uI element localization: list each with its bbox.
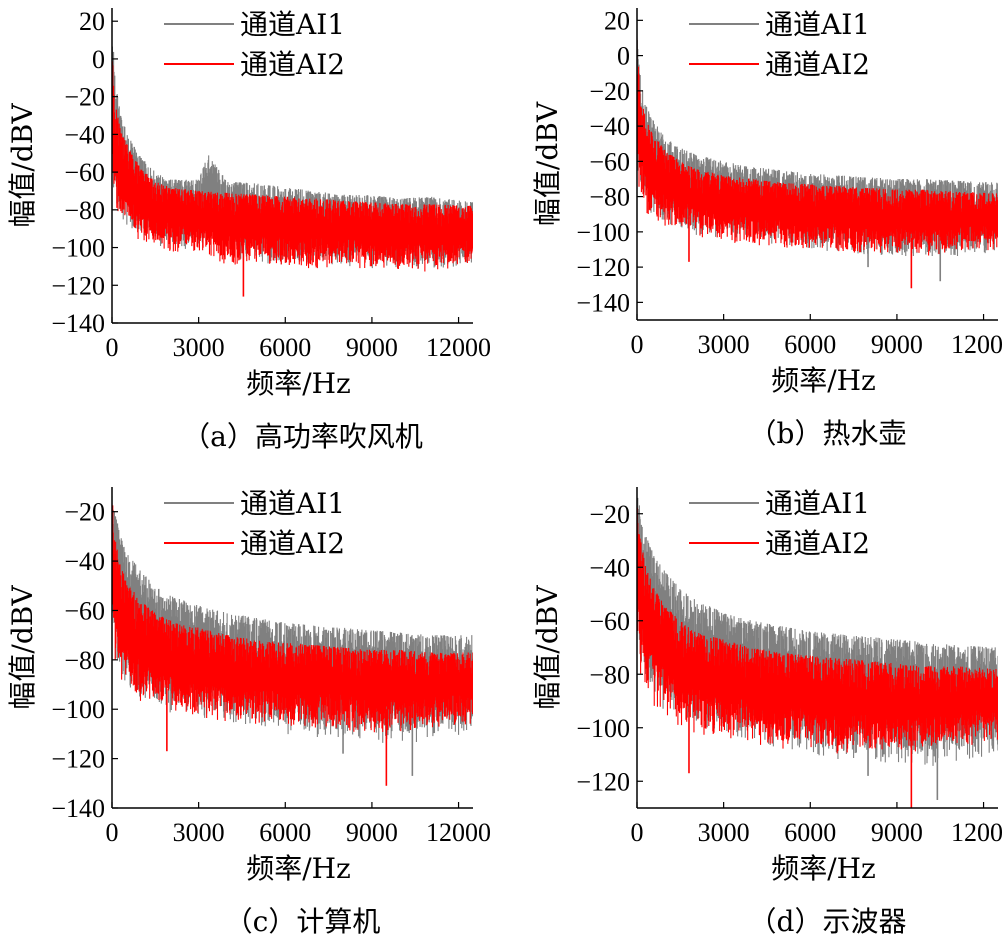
panel-caption: （c）计算机 (225, 905, 381, 936)
y-tick-label: −60 (64, 158, 105, 187)
y-tick-label: −80 (64, 646, 105, 675)
y-tick-label: −40 (64, 120, 105, 149)
y-tick-label: −20 (64, 83, 105, 112)
legend-label-2: 通道AI2 (765, 48, 870, 81)
y-tick-label: 0 (617, 42, 630, 71)
x-tick-label: 3000 (698, 330, 750, 359)
y-axis-label: 幅值/dBV (6, 103, 39, 228)
series-2-trace (637, 38, 998, 256)
y-tick-label: −80 (64, 196, 105, 225)
x-tick-label: 12000 (426, 818, 491, 847)
x-axis-label: 频率/Hz (771, 852, 876, 885)
y-axis-label: 幅值/dBV (531, 101, 564, 226)
x-tick-label: 3000 (173, 818, 225, 847)
x-tick-label: 9000 (346, 333, 398, 362)
x-tick-label: 3000 (173, 333, 225, 362)
y-tick-label: −60 (64, 596, 105, 625)
x-axis-label: 频率/Hz (771, 364, 876, 397)
x-axis-label: 频率/Hz (246, 367, 351, 400)
y-tick-label: −100 (576, 218, 630, 247)
panel-caption: （d）示波器 (749, 905, 907, 936)
y-tick-label: −40 (589, 112, 630, 141)
y-tick-label: −120 (51, 271, 105, 300)
legend-label-1: 通道AI1 (765, 487, 870, 520)
y-tick-label: −20 (589, 500, 630, 529)
y-tick-label: −20 (64, 498, 105, 527)
series-2-trace (637, 507, 998, 754)
y-tick-label: −120 (576, 253, 630, 282)
x-tick-label: 9000 (871, 818, 923, 847)
y-tick-label: −60 (589, 147, 630, 176)
y-tick-label: −80 (589, 660, 630, 689)
legend-label-2: 通道AI2 (765, 527, 870, 560)
x-tick-label: 6000 (784, 330, 836, 359)
y-tick-label: −140 (51, 794, 105, 823)
x-tick-label: 12000 (951, 330, 1003, 359)
legend-label-1: 通道AI1 (240, 8, 345, 41)
y-tick-label: 20 (79, 7, 105, 36)
chart-panel-c: 0 3000 6000 9000 12000 −20 −40 −60 −80 −100 −120 −1… (6, 487, 491, 936)
y-tick-label: −120 (576, 767, 630, 796)
x-tick-label: 6000 (259, 818, 311, 847)
x-axis-label: 频率/Hz (246, 852, 351, 885)
x-tick-label: 12000 (951, 818, 1003, 847)
x-tick-label: 0 (631, 330, 644, 359)
y-tick-label: −100 (51, 695, 105, 724)
y-tick-label: 0 (92, 45, 105, 74)
x-tick-label: 0 (106, 818, 119, 847)
legend-label-1: 通道AI1 (240, 487, 345, 520)
legend-label-1: 通道AI1 (765, 8, 870, 41)
y-axis-label: 幅值/dBV (6, 585, 39, 710)
chart-panel-d: 0 3000 6000 9000 12000 −20 −40 −60 −80 −100 −120 频率… (531, 487, 1003, 936)
legend-label-2: 通道AI2 (240, 48, 345, 81)
y-tick-label: −140 (576, 288, 630, 317)
y-tick-label: −40 (64, 547, 105, 576)
y-tick-label: −20 (589, 77, 630, 106)
x-tick-label: 9000 (871, 330, 923, 359)
x-tick-label: 3000 (698, 818, 750, 847)
y-tick-label: −40 (589, 553, 630, 582)
chart-panel-b: 0 3000 6000 9000 12000 20 0 −20 −40 −60 −80 −100 −12… (531, 6, 1003, 450)
x-tick-label: 6000 (784, 818, 836, 847)
y-tick-label: −60 (589, 607, 630, 636)
y-tick-label: −120 (51, 745, 105, 774)
y-tick-label: −100 (51, 234, 105, 263)
y-tick-label: −80 (589, 183, 630, 212)
panel-caption: （a）高功率吹风机 (182, 420, 423, 453)
x-tick-label: 6000 (259, 333, 311, 362)
chart-panel-a: 0 3000 6000 9000 12000 20 0 −20 −40 −60 −80 −100 −12… (6, 7, 491, 453)
x-tick-label: 0 (106, 333, 119, 362)
x-tick-label: 0 (631, 818, 644, 847)
y-tick-label: −140 (51, 309, 105, 338)
y-tick-label: 20 (604, 6, 630, 35)
y-tick-label: −100 (576, 714, 630, 743)
x-tick-label: 9000 (346, 818, 398, 847)
panel-caption: （b）热水壶 (749, 417, 907, 450)
y-axis-label: 幅值/dBV (531, 585, 564, 710)
series-2-trace (112, 61, 473, 272)
legend-label-2: 通道AI2 (240, 527, 345, 560)
x-tick-label: 12000 (426, 333, 491, 362)
series-2-trace (112, 503, 473, 733)
